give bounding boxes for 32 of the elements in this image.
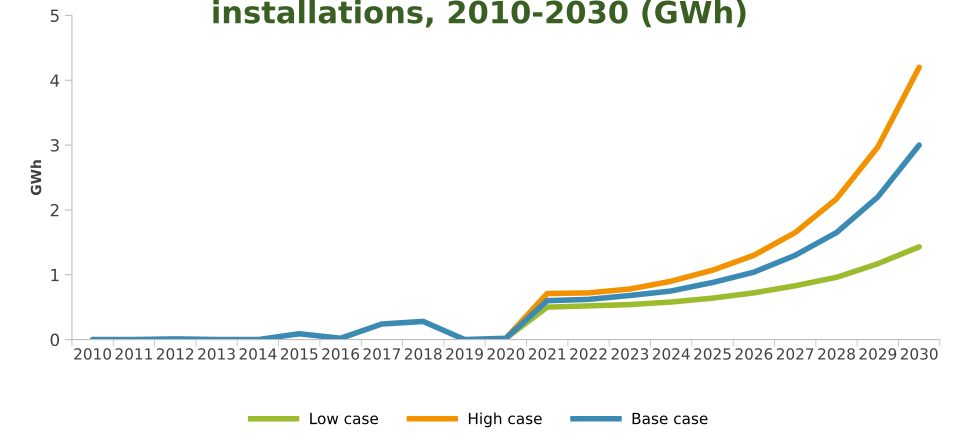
x-tick-label: 2010 (74, 348, 112, 360)
legend-label: Base case (632, 412, 708, 424)
x-tick-label: 2011 (116, 348, 152, 360)
y-axis-title: GWh (30, 160, 42, 196)
legend-label: High case (468, 412, 542, 428)
x-tick-label: 2019 (446, 348, 483, 360)
y-tick-label: 2 (50, 204, 58, 216)
x-tick-label: 2025 (694, 348, 731, 360)
x-tick-label: 2021 (528, 348, 566, 360)
y-tick-label: 0 (50, 334, 60, 346)
x-tick-label: 2028 (818, 348, 855, 360)
x-tick-label: 2024 (652, 348, 690, 360)
x-tick-label: 2018 (404, 348, 442, 360)
y-tick-label: 3 (50, 139, 59, 152)
chart-title: installations, 2010-2030 (GWh) (213, 0, 746, 28)
x-tick-label: 2017 (364, 348, 400, 360)
x-tick-label: 2029 (860, 348, 896, 360)
x-tick-label: 2012 (156, 348, 194, 360)
y-tick-label: 5 (50, 10, 59, 22)
x-tick-label: 2027 (776, 348, 814, 360)
x-tick-label: 2030 (900, 348, 938, 360)
x-tick-label: 2013 (198, 348, 235, 360)
x-tick-label: 2020 (488, 348, 524, 360)
x-tick-label: 2022 (570, 348, 606, 360)
x-tick-label: 2026 (736, 348, 772, 360)
x-tick-label: 2023 (612, 348, 648, 360)
y-tick-label: 4 (50, 74, 60, 87)
x-tick-label: 2015 (280, 348, 318, 360)
y-tick-label: 1 (51, 268, 59, 282)
x-tick-label: 2016 (322, 348, 360, 360)
x-tick-label: 2014 (240, 348, 276, 360)
legend-label: Low case (310, 412, 378, 424)
